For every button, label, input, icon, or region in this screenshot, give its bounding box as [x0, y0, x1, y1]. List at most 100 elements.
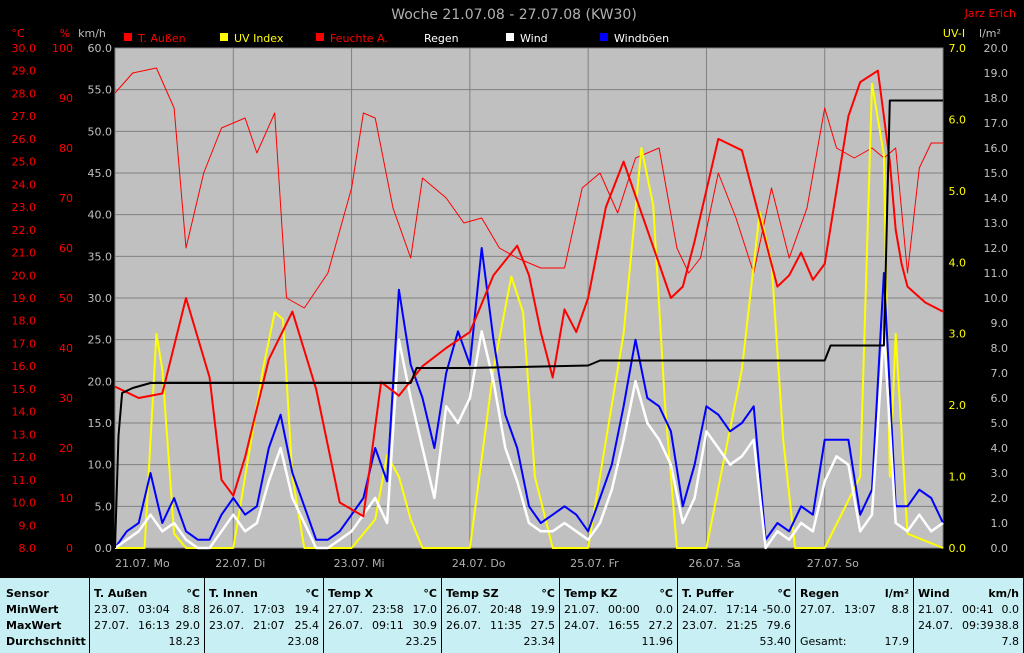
- stat-cell: 13:07: [844, 603, 876, 616]
- rain-tick-label: 1.0: [991, 517, 1009, 530]
- series-windb-en: [114, 247, 944, 549]
- rain-tick-label: 14.0: [984, 192, 1009, 205]
- temp-tick-label: 18.0: [12, 315, 37, 328]
- uv-unit: UV-I: [943, 27, 965, 40]
- stat-cell: km/h: [988, 587, 1019, 600]
- stat-cell: 29.0: [175, 619, 201, 632]
- stat-cell: 09:39: [962, 619, 994, 632]
- rain-tick-label: 12.0: [984, 242, 1009, 255]
- stat-cell: °C: [659, 587, 673, 600]
- stat-cell: 8.8: [891, 603, 910, 616]
- temp-tick-label: 16.0: [12, 360, 37, 373]
- stat-cell: Temp KZ: [564, 587, 618, 600]
- uv-tick-label: 1.0: [949, 471, 967, 484]
- temp-tick-label: 20.0: [12, 269, 37, 282]
- chart-canvas: 21.07. Mo 22.07. Di 23.07. Mi 24.07. Do 25.0…: [11, 7, 1016, 570]
- stat-cell: 27.07.: [800, 603, 835, 616]
- stat-cell: 27.2: [648, 619, 674, 632]
- stat-cell: 8.8: [182, 603, 201, 616]
- stat-cell: 27.07.: [94, 619, 129, 632]
- stat-block-wind: Wind km/h 21.07. 00:41 0.0 24.07. 09:39 38.8 7.8: [914, 578, 1024, 653]
- stat-cell: 21.07.: [564, 603, 599, 616]
- stat-cell: °C: [186, 587, 200, 600]
- temp-tick-label: 30.0: [12, 42, 37, 55]
- legend-swatch: [506, 33, 514, 41]
- stat-cell: °C: [541, 587, 555, 600]
- legend-swatch: [410, 33, 418, 41]
- temp-tick-label: 23.0: [12, 201, 37, 214]
- stat-cell: 26.07.: [209, 603, 244, 616]
- wind-unit: km/h: [78, 27, 106, 40]
- hum-tick-label: 40: [59, 342, 73, 355]
- stat-cell: 26.07.: [446, 619, 481, 632]
- stat-cell: Wind: [918, 587, 950, 600]
- hum-tick-label: 50: [59, 292, 73, 305]
- day-label: 27.07. So: [807, 557, 859, 570]
- stat-cell: 23.08: [287, 635, 320, 648]
- legend-label: Regen: [424, 32, 459, 45]
- hum-unit: %: [60, 27, 70, 40]
- day-label: 26.07. Sa: [688, 557, 740, 570]
- temp-tick-label: 15.0: [12, 383, 37, 396]
- stat-cell: 24.07.: [564, 619, 599, 632]
- uv-tick-label: 0.0: [949, 542, 967, 555]
- temp-tick-label: 17.0: [12, 337, 37, 350]
- temp-tick-label: 14.0: [12, 406, 37, 419]
- rain-tick-label: 6.0: [991, 392, 1009, 405]
- label-max: MaxWert: [6, 619, 62, 632]
- wind-tick-label: 25.0: [88, 334, 113, 347]
- stat-block-temp-x: Temp X °C 27.07. 23:58 17.0 26.07. 09:11 30.9 23…: [324, 578, 442, 653]
- temp-tick-label: 10.0: [12, 497, 37, 510]
- stat-block-t-au-en: T. Außen °C 23.07. 03:04 8.8 27.07. 16:13 29.0 1…: [90, 578, 205, 653]
- rain-tick-label: 5.0: [991, 417, 1009, 430]
- stat-cell: 23.34: [523, 635, 556, 648]
- stat-cell: 17.9: [884, 635, 910, 648]
- stat-cell: °C: [305, 587, 319, 600]
- rain-tick-label: 11.0: [984, 267, 1009, 280]
- temp-tick-label: 9.0: [19, 519, 37, 532]
- legend-swatch: [600, 33, 608, 41]
- stat-cell: 27.5: [530, 619, 556, 632]
- wind-tick-label: 60.0: [88, 42, 113, 55]
- series-feuchte-a-: [114, 67, 943, 309]
- stat-cell: T. Puffer: [682, 587, 734, 600]
- stat-cell: 21.07.: [918, 603, 953, 616]
- stat-cell: 21:07: [253, 619, 285, 632]
- stat-cell: 20:48: [490, 603, 522, 616]
- day-label: 21.07. Mo: [115, 557, 170, 570]
- stat-cell: 23.07.: [682, 619, 717, 632]
- stat-cell: 25.4: [294, 619, 320, 632]
- temp-tick-label: 13.0: [12, 428, 37, 441]
- stat-cell: 23.07.: [94, 603, 129, 616]
- stat-cell: 24.07.: [682, 603, 717, 616]
- day-label: 22.07. Di: [215, 557, 265, 570]
- uv-tick-label: 5.0: [949, 185, 967, 198]
- rain-tick-label: 17.0: [984, 117, 1009, 130]
- day-label: 24.07. Do: [452, 557, 506, 570]
- wind-tick-label: 0.0: [95, 542, 113, 555]
- temp-tick-label: 27.0: [12, 110, 37, 123]
- stat-cell: Temp X: [328, 587, 374, 600]
- stat-cell: Regen: [800, 587, 840, 600]
- uv-tick-label: 3.0: [949, 328, 967, 341]
- hum-tick-label: 60: [59, 242, 73, 255]
- stat-cell: l/m²: [884, 587, 909, 600]
- stat-cell: -50.0: [762, 603, 791, 616]
- chart-title: Woche 21.07.08 - 27.07.08 (KW30): [391, 7, 637, 23]
- temp-tick-label: 21.0: [12, 247, 37, 260]
- wind-tick-label: 50.0: [88, 125, 113, 138]
- wind-tick-label: 10.0: [88, 459, 113, 472]
- hum-tick-label: 90: [59, 92, 73, 105]
- stat-cell: 00:41: [962, 603, 994, 616]
- wind-tick-label: 40.0: [88, 209, 113, 222]
- stat-cell: 23:58: [372, 603, 404, 616]
- rain-tick-label: 7.0: [991, 367, 1009, 380]
- stat-block-temp-sz: Temp SZ °C 26.07. 20:48 19.9 26.07. 11:35 27.5 2…: [442, 578, 560, 653]
- temp-tick-label: 11.0: [12, 474, 37, 487]
- stat-cell: 03:04: [138, 603, 170, 616]
- rain-tick-label: 19.0: [984, 67, 1009, 80]
- stat-block-t-innen: T. Innen °C 26.07. 17:03 19.4 23.07. 21:07 25.4…: [205, 578, 324, 653]
- legend-swatch: [220, 33, 228, 41]
- series-uv-index: [115, 82, 944, 549]
- wind-tick-label: 30.0: [88, 292, 113, 305]
